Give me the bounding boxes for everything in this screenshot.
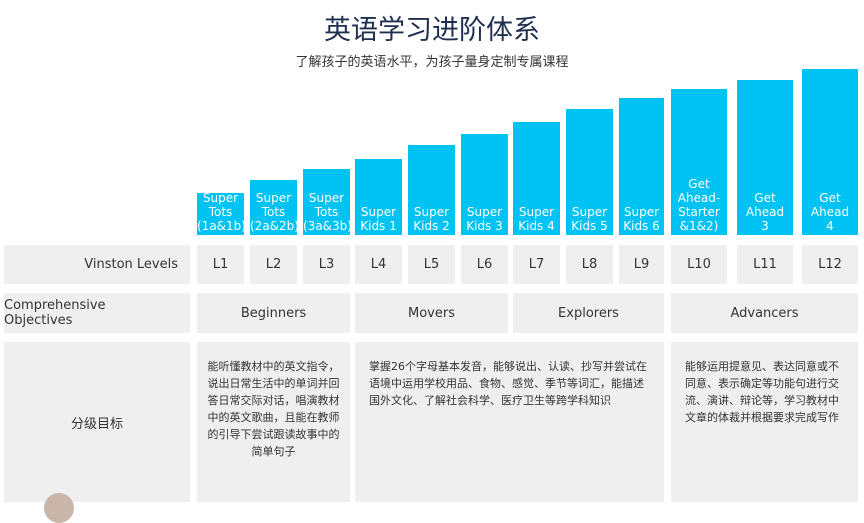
level-cell-12: L12	[802, 245, 858, 284]
levels-row-label: Vinston Levels	[4, 245, 190, 284]
course-bar-7: Super Kids 4	[513, 122, 560, 235]
course-bar-10: Get Ahead- Starter &1&2)	[671, 89, 727, 235]
page-title: 英语学习进阶体系	[324, 15, 540, 46]
course-bar-12: Get Ahead 4	[802, 69, 858, 235]
course-bar-4: Super Kids 1	[355, 159, 402, 235]
goal-description-advancers: 能够运用提意见、表达同意或不同意、表示确定等功能句进行交流、演讲、辩论等，学习教…	[671, 342, 858, 502]
level-cell-5: L5	[408, 245, 455, 284]
level-cell-7: L7	[513, 245, 560, 284]
objective-movers: Movers	[355, 293, 508, 333]
goal-description-beginners: 能听懂教材中的英文指令，说出日常生活中的单词并回答日常交际对话，唱演教材中的英文…	[197, 342, 350, 502]
page-subtitle: 了解孩子的英语水平，为孩子量身定制专属课程	[295, 55, 569, 70]
objective-beginners: Beginners	[197, 293, 350, 333]
level-cell-4: L4	[355, 245, 402, 284]
course-bar-2: Super Tots (2a&2b)	[250, 180, 299, 235]
avatar	[44, 493, 74, 523]
goals-row-label: 分级目标	[4, 342, 190, 502]
level-cell-11: L11	[737, 245, 793, 284]
objectives-row-label: Comprehensive Objectives	[4, 293, 190, 333]
course-bar-9: Super Kids 6	[619, 98, 664, 235]
level-cell-2: L2	[250, 245, 297, 284]
course-bar-1: Super Tots (1a&1b)	[197, 191, 246, 235]
level-cell-3: L3	[303, 245, 350, 284]
course-bar-5: Super Kids 2	[408, 145, 455, 235]
level-cell-9: L9	[619, 245, 664, 284]
level-cell-1: L1	[197, 245, 244, 284]
level-cell-6: L6	[461, 245, 508, 284]
course-bar-11: Get Ahead 3	[737, 80, 793, 235]
goal-description-movers-explorers: 掌握26个字母基本发音，能够说出、认读、抄写并尝试在语境中运用学校用品、食物、感…	[355, 342, 664, 502]
course-bar-8: Super Kids 5	[566, 109, 613, 235]
course-bar-3: Super Tots (3a&3b)	[303, 169, 352, 235]
objective-explorers: Explorers	[513, 293, 664, 333]
course-bar-6: Super Kids 3	[461, 134, 508, 235]
level-cell-8: L8	[566, 245, 613, 284]
objective-advancers: Advancers	[671, 293, 858, 333]
level-cell-10: L10	[671, 245, 727, 284]
